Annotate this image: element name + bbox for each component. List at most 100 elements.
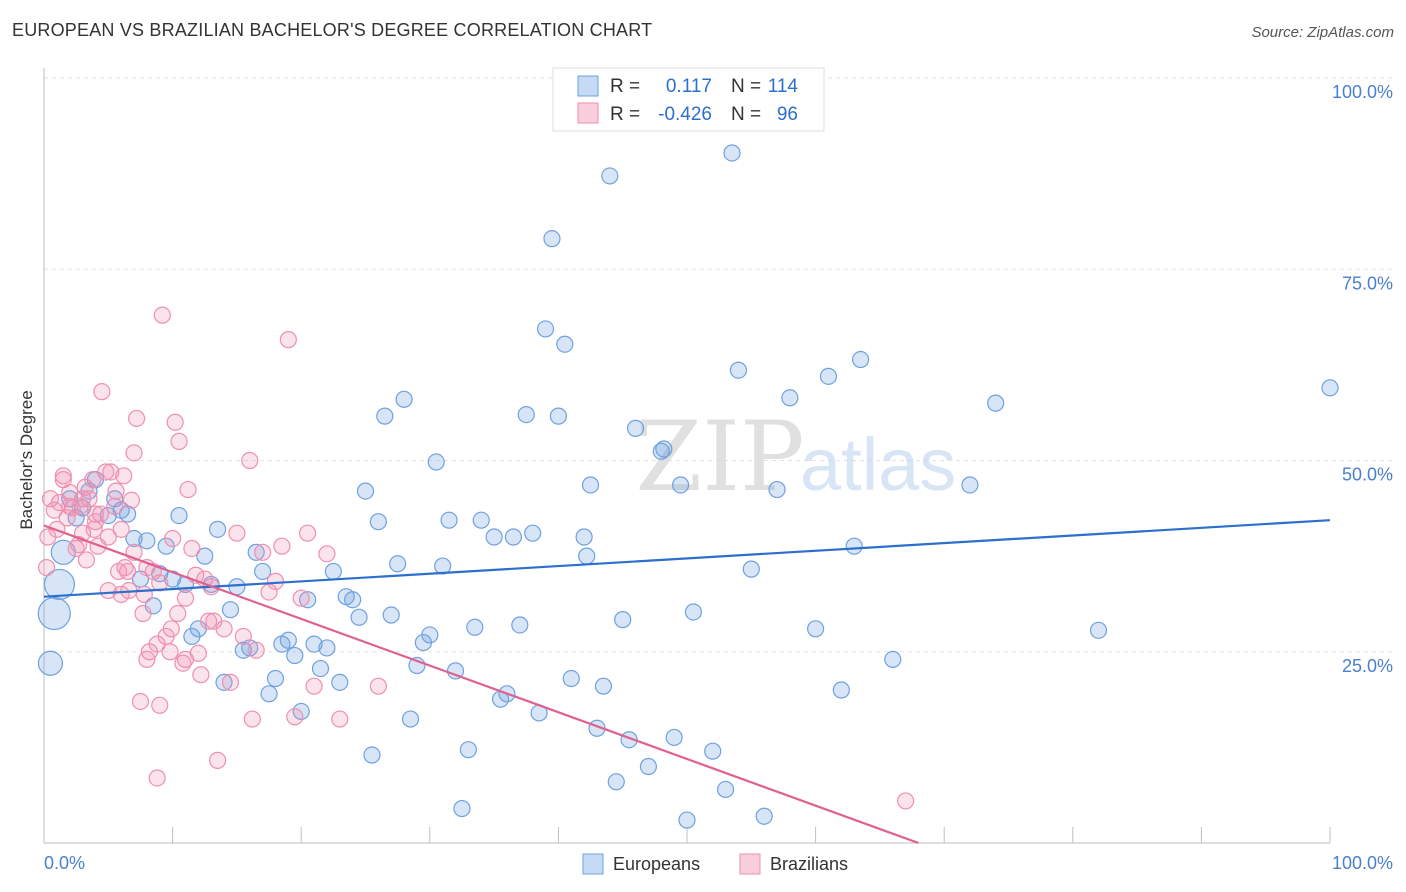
european-point [466,618,484,636]
brazilian-point [164,529,182,548]
y-tick-label: 25.0% [1342,656,1393,676]
brazilian-point [115,467,133,485]
european-point [806,620,825,638]
european-point [581,476,600,494]
axes [43,68,1331,844]
european-point [987,394,1005,412]
european-point [852,350,870,369]
european-point [395,390,413,408]
brazilian-point [179,480,197,499]
stats-box: R = 0.117 N = 114 R = -0.426 N = 96 [552,67,825,132]
european-point [286,646,304,665]
european-point [389,555,407,573]
european-point [832,681,850,699]
brazilian-point [39,528,57,546]
european-point [427,453,445,471]
chart-title: EUROPEAN VS BRAZILIAN BACHELOR'S DEGREE … [12,20,653,40]
y-tick-label: 75.0% [1342,273,1393,293]
european-point [504,528,522,546]
brazilian-point [153,306,171,324]
brazilian-point [243,710,261,728]
brazilian-point [331,710,349,728]
brazilian-point [247,641,265,659]
european-point [324,562,342,581]
x-tick-label-max: 100.0% [1332,853,1393,873]
brazilian-point [273,537,291,555]
european-point [755,807,773,825]
european-point [536,320,555,338]
brazilian-point [116,558,134,577]
european-point [639,757,658,776]
european-point [678,811,696,829]
european-point [356,482,375,500]
european-point [1089,621,1108,639]
european-point [607,773,625,791]
brazilian-point [112,585,130,603]
brazilian-point [107,482,125,500]
brazilian-point [286,708,304,726]
european-point [781,389,799,407]
brazilian-point [176,650,195,669]
european-point [549,407,568,425]
y-tick-label: 50.0% [1342,465,1393,485]
european-point [350,608,368,626]
brazilian-point [131,692,150,711]
brazilian-point [897,792,915,810]
brazilian-point [205,612,223,630]
european-point [655,440,673,458]
european-point [684,603,703,621]
brazilian-point [305,677,323,695]
brazilian-point [299,524,317,542]
european-point [363,746,381,764]
brazilian-point [80,490,98,508]
brazilian-point [183,539,201,558]
brazilian-point [318,545,336,563]
european-point [434,557,452,575]
y-tick-label: 100.0% [1332,82,1393,102]
european-point [215,673,233,691]
brazilians-points [37,306,915,810]
trend-lines [43,519,1331,845]
brazilian-point [85,520,103,538]
european-point [742,560,760,578]
brazilian-point [102,463,120,481]
brazilian-point [162,620,180,638]
brazilian-point [369,677,387,695]
european-point [1321,379,1339,397]
european-point [401,710,420,728]
eu-n-value: 114 [768,76,799,97]
brazilian-point [151,574,169,592]
gridlines [44,77,1393,653]
brazilian-point [148,635,166,653]
brazilian-point [135,585,153,603]
european-point [125,529,143,548]
european-point [723,144,741,162]
european-point [440,511,458,529]
brazilian-point [151,696,169,714]
european-point [626,419,645,437]
european-point [819,367,838,385]
european-point [884,650,902,669]
european-point [369,513,387,531]
european-point [517,406,535,424]
european-point [768,480,786,499]
european-point [716,780,735,799]
european-point [961,476,979,494]
european-point [594,677,613,695]
brazilian-point [84,471,102,489]
brazilian-point [77,551,96,569]
brazilian-point [169,604,187,623]
european-point [511,616,529,634]
legend-europeans-swatch [582,853,604,875]
brazilian-point [192,666,210,684]
brazilian-point [166,413,184,431]
brazilian-point [93,383,111,401]
br-r-label: R = [610,104,640,125]
european-point [524,524,542,542]
european-point [170,506,188,525]
y-tick-labels: 25.0% 50.0% 75.0% 100.0% [1332,82,1393,676]
brazilian-point [50,493,69,512]
legend: Europeans Brazilians [582,853,848,875]
brazilian-point [292,589,310,607]
br-n-label: N = [731,104,761,125]
